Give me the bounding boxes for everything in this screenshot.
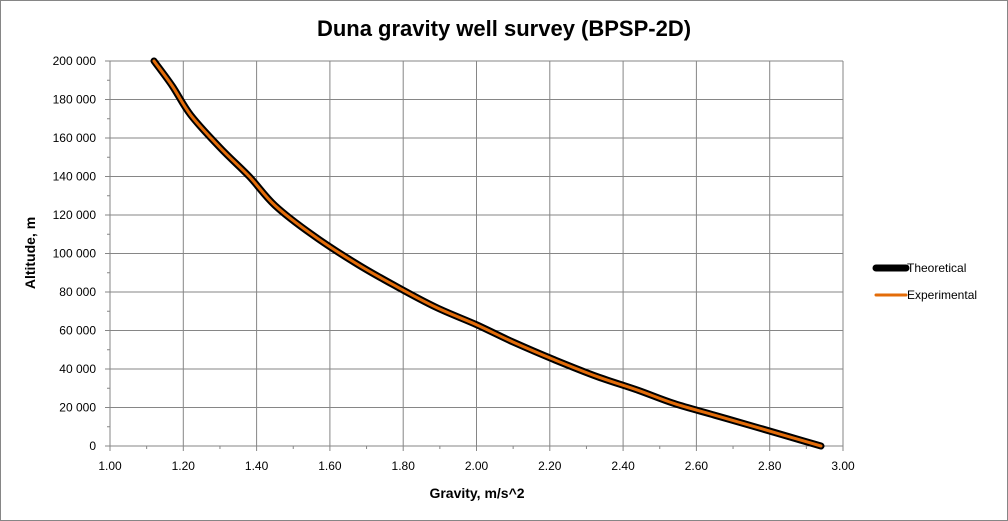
y-axis-title: Altitude, m <box>22 217 38 289</box>
y-tick-labels: 0 20 000 40 000 60 000 80 000 100 000 120 000 1… <box>53 54 97 453</box>
x-tick-label: 2.40 <box>611 459 635 473</box>
y-tick-label: 100 000 <box>53 247 97 261</box>
x-tick-label: 3.00 <box>831 459 855 473</box>
grid <box>110 60 844 446</box>
y-tick-label: 200 000 <box>53 54 97 68</box>
series-layer <box>150 57 825 450</box>
x-tick-label: 2.80 <box>758 459 782 473</box>
chart-title: Duna gravity well survey (BPSP-2D) <box>317 16 691 41</box>
y-tick-label: 140 000 <box>53 170 97 184</box>
y-tick-label: 120 000 <box>53 208 97 222</box>
legend-label-experimental: Experimental <box>907 288 977 302</box>
x-tick-label: 1.40 <box>245 459 269 473</box>
x-tick-labels: 1.00 1.20 1.40 1.60 1.80 2.00 2.20 2.40 2.60 2.80… <box>98 459 855 473</box>
x-tick-label: 2.20 <box>538 459 562 473</box>
y-tick-label: 0 <box>89 439 96 453</box>
y-tick-label: 80 000 <box>59 285 96 299</box>
y-tick-label: 40 000 <box>59 362 96 376</box>
x-tick-label: 1.80 <box>392 459 416 473</box>
x-tick-label: 1.60 <box>318 459 342 473</box>
y-tick-label: 180 000 <box>53 93 97 107</box>
y-tick-label: 60 000 <box>59 324 96 338</box>
x-tick-label: 2.60 <box>685 459 709 473</box>
legend: Theoretical Experimental <box>872 261 977 302</box>
x-tick-label: 1.20 <box>172 459 196 473</box>
y-tick-label: 160 000 <box>53 131 97 145</box>
series-line-experimental <box>152 59 823 448</box>
legend-label-theoretical: Theoretical <box>907 261 966 275</box>
x-tick-label: 2.00 <box>465 459 489 473</box>
y-tick-label: 20 000 <box>59 401 96 415</box>
x-tick-label: 1.00 <box>98 459 122 473</box>
x-axis-title: Gravity, m/s^2 <box>429 485 524 501</box>
tick-marks <box>105 60 844 451</box>
